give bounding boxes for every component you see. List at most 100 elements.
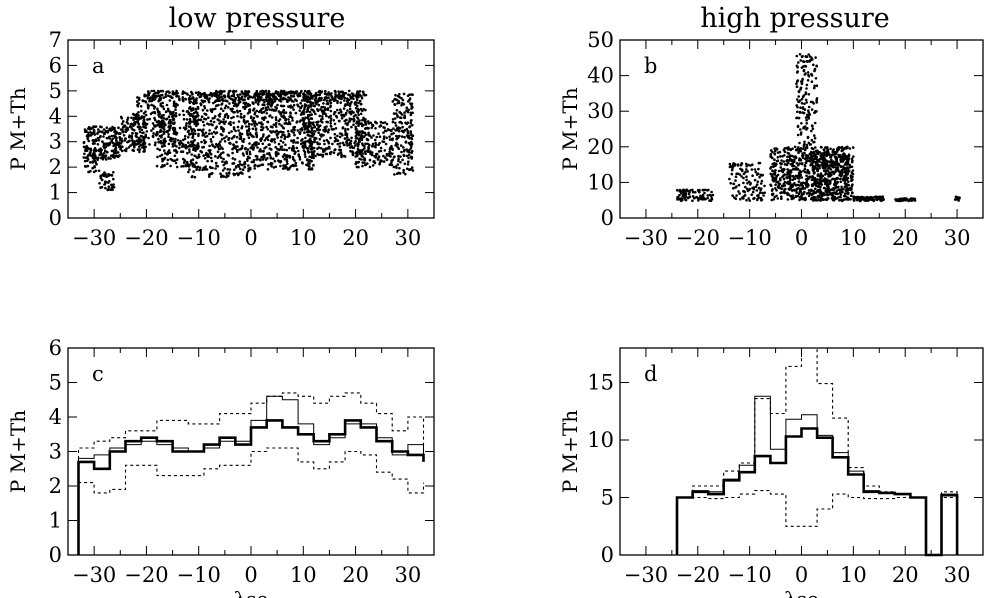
data-point xyxy=(266,105,270,109)
data-point xyxy=(273,138,276,141)
data-point xyxy=(156,107,159,111)
data-point xyxy=(208,175,211,178)
data-point xyxy=(233,172,237,176)
data-point xyxy=(184,163,188,167)
data-point xyxy=(135,100,139,103)
data-point xyxy=(304,155,307,159)
data-point xyxy=(120,149,124,153)
data-point xyxy=(246,91,250,94)
data-point xyxy=(137,111,140,114)
data-point xyxy=(120,122,124,126)
data-point xyxy=(409,130,413,133)
data-point xyxy=(786,193,789,197)
data-point xyxy=(368,165,372,169)
data-point xyxy=(84,165,87,168)
data-point xyxy=(761,191,764,195)
data-point xyxy=(83,159,87,163)
data-point xyxy=(305,130,309,134)
data-point xyxy=(331,128,334,131)
data-point xyxy=(317,125,321,129)
data-point xyxy=(168,99,172,102)
data-point xyxy=(697,199,700,202)
data-point xyxy=(835,181,839,185)
data-point xyxy=(139,143,142,147)
data-point xyxy=(402,146,405,149)
data-point xyxy=(195,99,198,102)
data-point xyxy=(220,120,223,123)
data-point xyxy=(402,130,405,134)
data-point xyxy=(795,54,799,58)
data-point xyxy=(339,101,343,104)
data-point xyxy=(126,116,130,120)
data-point xyxy=(322,139,326,143)
data-point xyxy=(230,94,233,98)
data-point xyxy=(367,131,370,135)
data-point xyxy=(224,162,227,165)
y-tick-label: 5 xyxy=(601,486,614,510)
data-point xyxy=(807,75,811,78)
data-point xyxy=(396,114,399,117)
data-point xyxy=(153,98,156,101)
data-point xyxy=(114,132,118,136)
data-point xyxy=(219,133,223,136)
data-point xyxy=(805,174,808,177)
data-point xyxy=(398,166,401,170)
data-point xyxy=(798,198,801,202)
data-point xyxy=(91,161,94,164)
data-point xyxy=(124,128,127,131)
data-point xyxy=(819,145,823,149)
data-point xyxy=(258,164,261,167)
data-point xyxy=(760,179,764,183)
data-point xyxy=(200,140,203,144)
data-point xyxy=(232,162,236,165)
data-point xyxy=(231,151,234,155)
data-point xyxy=(827,160,831,163)
data-point xyxy=(108,173,112,177)
data-point xyxy=(759,182,763,185)
data-point xyxy=(846,176,850,180)
data-point xyxy=(84,146,87,149)
data-point xyxy=(358,140,362,143)
data-point xyxy=(405,106,409,109)
data-point xyxy=(159,139,162,143)
data-point xyxy=(326,101,330,105)
data-point xyxy=(739,167,742,171)
data-point xyxy=(112,171,115,174)
x-tick-label: 0 xyxy=(244,226,257,250)
data-point xyxy=(207,116,210,119)
data-point xyxy=(216,150,220,154)
data-point xyxy=(317,153,321,157)
data-point xyxy=(383,126,386,130)
data-point xyxy=(780,197,783,201)
data-point xyxy=(801,187,805,191)
y-tick-label: 2 xyxy=(49,474,62,498)
data-point xyxy=(88,161,92,164)
data-point xyxy=(367,134,371,137)
data-point xyxy=(274,116,278,119)
data-point xyxy=(780,191,783,194)
data-point xyxy=(336,108,339,112)
data-point xyxy=(302,109,305,113)
data-point xyxy=(291,119,294,122)
data-point xyxy=(796,194,800,198)
data-point xyxy=(823,180,826,183)
data-point xyxy=(219,140,222,143)
data-point xyxy=(336,139,340,142)
data-point xyxy=(281,110,284,114)
data-point xyxy=(802,169,805,173)
data-point xyxy=(732,182,736,186)
data-point xyxy=(310,113,314,116)
data-point xyxy=(181,138,185,142)
data-point xyxy=(208,97,211,100)
data-point xyxy=(760,199,763,202)
data-point xyxy=(110,134,114,138)
data-point xyxy=(710,196,713,200)
data-point xyxy=(257,142,261,145)
data-point xyxy=(800,97,804,101)
data-point xyxy=(193,154,196,157)
data-point xyxy=(793,160,796,163)
data-point xyxy=(288,134,291,138)
data-point xyxy=(753,168,757,171)
data-point xyxy=(388,128,391,132)
